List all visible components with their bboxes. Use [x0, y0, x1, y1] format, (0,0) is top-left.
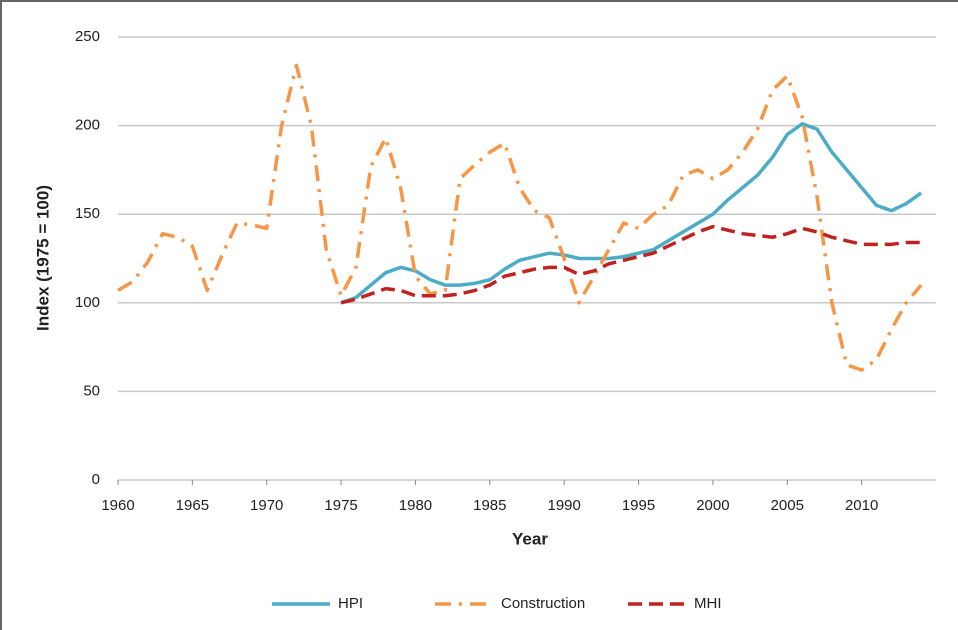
series-line — [340, 224, 922, 305]
x-tick-label: 2010 — [845, 497, 878, 514]
x-tick-label: 1970 — [250, 497, 283, 514]
x-tick-label: 1980 — [399, 497, 432, 514]
x-tick-label: 1975 — [324, 497, 357, 514]
legend-label: Construction — [501, 595, 585, 612]
y-tick-label: 0 — [92, 471, 100, 488]
x-tick-label: 1960 — [101, 497, 134, 514]
y-axis-title: Index (1975 = 100) — [33, 185, 52, 331]
y-tick-label: 250 — [75, 28, 100, 45]
legend-label: MHI — [694, 595, 722, 612]
x-tick-label: 1985 — [473, 497, 506, 514]
x-tick-label: 2005 — [771, 497, 804, 514]
x-tick-label: 2000 — [696, 497, 729, 514]
series-line — [340, 122, 923, 305]
y-tick-label: 100 — [75, 294, 100, 311]
y-tick-label: 50 — [83, 382, 100, 399]
x-tick-label: 1965 — [176, 497, 209, 514]
legend-label: HPI — [338, 595, 363, 612]
x-tick-label: 1995 — [622, 497, 655, 514]
x-axis-title: Year — [512, 529, 548, 548]
x-tick-label: 1990 — [547, 497, 580, 514]
y-tick-label: 200 — [75, 117, 100, 134]
y-tick-label: 150 — [75, 205, 100, 222]
